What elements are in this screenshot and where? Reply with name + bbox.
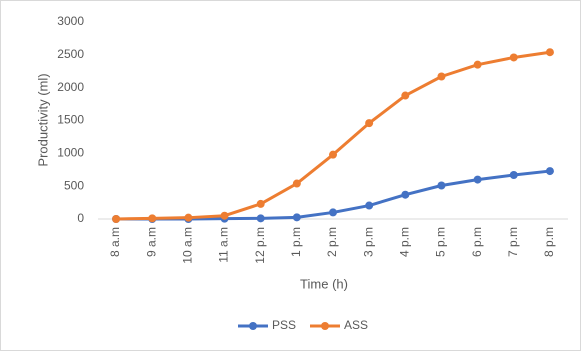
y-tick-label: 2500 [57, 47, 84, 61]
legend-label: ASS [344, 318, 368, 332]
data-point [112, 215, 121, 223]
x-tick-label: 11 a.m [217, 227, 231, 263]
data-point [545, 167, 554, 176]
data-point [509, 171, 518, 180]
y-tick-label: 3000 [57, 14, 84, 28]
data-point [365, 119, 374, 128]
x-tick-label: 8 p.m [542, 227, 556, 257]
x-tick-label: 4 p.m [397, 227, 411, 257]
data-point [148, 214, 157, 223]
x-tick-label: 10 a.m [181, 227, 195, 264]
data-point [184, 213, 193, 222]
data-point [292, 213, 301, 222]
data-point [401, 91, 410, 100]
y-axis-title: Productivity (ml) [35, 73, 50, 166]
data-point [256, 214, 265, 223]
x-tick-label: 12 p.m [253, 227, 267, 264]
y-tick-label: 1000 [57, 146, 84, 160]
data-point [256, 199, 265, 208]
data-point [509, 53, 518, 62]
data-point [329, 208, 337, 217]
y-tick-label: 1500 [57, 113, 84, 127]
data-point [473, 60, 482, 69]
data-point [545, 48, 554, 57]
x-tick-label: 8 a.m [108, 227, 122, 257]
y-tick-label: 500 [64, 178, 84, 192]
x-tick-label: 9 a.m [144, 227, 158, 257]
x-tick-label: 1 p.m [289, 227, 303, 257]
data-point [437, 181, 446, 190]
data-point [365, 201, 374, 210]
x-tick-label: 3 p.m [361, 227, 375, 257]
data-point [329, 150, 337, 159]
data-point [220, 211, 229, 220]
x-axis-title: Time (h) [300, 276, 348, 291]
y-tick-label: 0 [77, 211, 84, 225]
x-tick-label: 5 p.m [434, 227, 448, 257]
data-point [473, 175, 482, 184]
x-tick-label: 6 p.m [470, 227, 484, 257]
data-point [401, 190, 410, 199]
x-tick-label: 7 p.m [506, 227, 520, 257]
data-point [292, 179, 301, 188]
data-point [437, 72, 446, 81]
x-tick-label: 2 p.m [325, 227, 339, 257]
legend-label: PSS [272, 318, 296, 332]
legend-marker [249, 322, 257, 330]
legend-marker [321, 322, 329, 330]
y-tick-label: 2000 [57, 80, 84, 94]
